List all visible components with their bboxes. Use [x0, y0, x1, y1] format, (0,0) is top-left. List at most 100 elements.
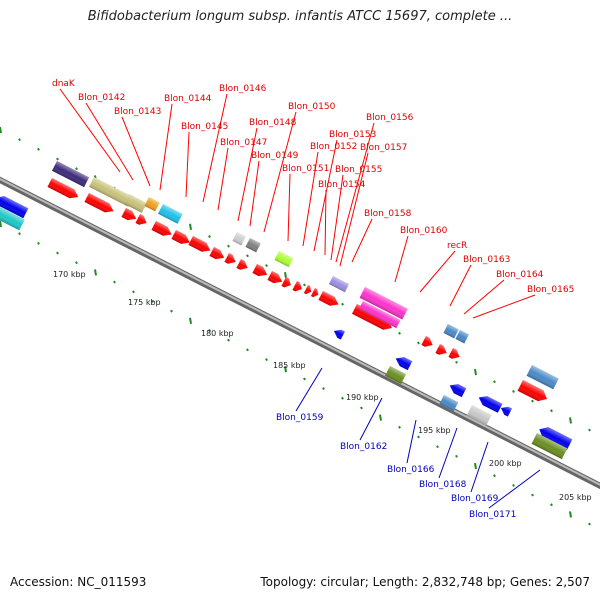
leader-line [335, 122, 375, 263]
gene-feature-block [531, 433, 568, 460]
genome-summary-text: Topology: circular; Length: 2,832,748 bp… [260, 575, 590, 589]
reverse-gene-arrow [500, 406, 512, 417]
reverse-gene-label[interactable]: Blon_0171 [469, 510, 516, 520]
forward-gene-label[interactable]: dnaK [52, 79, 76, 89]
forward-gene-label[interactable]: Blon_0142 [78, 93, 125, 103]
forward-gene-label[interactable]: Blon_0156 [366, 113, 414, 123]
tick-mark [18, 232, 21, 236]
tick-mark [170, 309, 173, 313]
gene-feature-block [358, 301, 401, 329]
gene-feature-block [526, 365, 559, 390]
tick-mark [246, 254, 249, 258]
tick-mark [37, 147, 40, 151]
forward-gene-label[interactable]: Blon_0165 [527, 285, 574, 295]
tick-mark [284, 366, 287, 373]
forward-gene-arrow [435, 344, 447, 355]
forward-gene-arrow [421, 336, 433, 347]
forward-gene-label[interactable]: Blon_0164 [496, 270, 544, 280]
forward-gene-label[interactable]: recR [447, 241, 467, 251]
tick-mark [455, 360, 458, 364]
forward-gene-label[interactable]: Blon_0145 [181, 122, 228, 132]
forward-gene-label[interactable]: Blon_0151 [282, 164, 329, 174]
forward-gene-label[interactable]: Blon_0153 [329, 130, 376, 140]
forward-gene-label[interactable]: Blon_0158 [364, 209, 412, 219]
reverse-gene-label[interactable]: Blon_0166 [387, 465, 435, 475]
gene-feature-block [158, 204, 183, 224]
reverse-gene-label[interactable]: Blon_0169 [451, 494, 499, 504]
map-title: Bifidobacterium longum subsp. infantis A… [87, 9, 513, 24]
tick-mark [246, 348, 249, 352]
tick-mark [360, 406, 363, 410]
leader-line [202, 93, 228, 203]
forward-gene-label[interactable]: Blon_0152 [310, 142, 357, 152]
forward-gene-label[interactable]: Blon_0144 [164, 94, 212, 104]
forward-gene-arrow [171, 230, 190, 244]
forward-gene-arrow [292, 281, 302, 292]
gene-feature-block [232, 232, 246, 246]
leader-line [121, 116, 151, 187]
leader-line [472, 294, 536, 319]
gene-feature-block [385, 366, 407, 384]
label-leader-lines [59, 88, 541, 509]
forward-gene-label[interactable]: Blon_0143 [114, 107, 161, 117]
tick-mark [569, 511, 572, 518]
leader-line [237, 127, 258, 222]
tick-mark [265, 358, 268, 361]
tick-mark [303, 283, 306, 287]
leader-line [324, 189, 327, 256]
leader-line [488, 469, 541, 509]
reverse-gene-label[interactable]: Blon_0162 [340, 442, 387, 452]
scale-label: 190 kbp [346, 393, 379, 402]
leader-line [449, 264, 472, 307]
scale-label: 180 kbp [201, 329, 234, 338]
leader-line [59, 88, 121, 173]
leader-line [406, 419, 417, 464]
forward-gene-label[interactable]: Blon_0155 [335, 165, 382, 175]
forward-gene-arrow [188, 236, 211, 252]
tick-mark [493, 474, 496, 478]
tick-mark [322, 387, 325, 391]
gene-feature-block [359, 287, 408, 320]
forward-gene-label[interactable]: Blon_0154 [318, 180, 366, 190]
gene-feature-block [455, 330, 469, 344]
leader-line [302, 151, 319, 247]
tick-mark [113, 280, 116, 284]
tick-mark [341, 302, 344, 306]
forward-gene-arrow [209, 247, 225, 260]
tick-mark [284, 272, 287, 279]
tick-mark [550, 503, 553, 507]
forward-gene-label[interactable]: Blon_0147 [220, 138, 267, 148]
forward-gene-arrow [281, 277, 291, 288]
tick-mark [417, 341, 420, 345]
reverse-gene-label[interactable]: Blon_0168 [419, 480, 467, 490]
forward-gene-arrow [236, 259, 248, 270]
forward-gene-label[interactable]: Blon_0148 [249, 118, 297, 128]
forward-gene-label[interactable]: Blon_0149 [251, 151, 299, 161]
leader-line [85, 102, 134, 181]
scale-label: 170 kbp [53, 270, 86, 279]
accession-text: Accession: NC_011593 [10, 575, 147, 589]
tick-mark [75, 261, 78, 265]
forward-gene-label[interactable]: Blon_0150 [288, 102, 336, 112]
leader-line [249, 160, 260, 227]
forward-gene-label[interactable]: Blon_0146 [219, 84, 267, 94]
reverse-gene-label[interactable]: Blon_0159 [276, 413, 324, 423]
tick-mark [265, 264, 268, 267]
tick-mark [37, 241, 40, 245]
reverse-gene-arrow [395, 357, 413, 371]
forward-gene-label[interactable]: Blon_0157 [360, 143, 407, 153]
forward-gene-label[interactable]: Blon_0163 [463, 255, 510, 265]
forward-gene-label[interactable]: Blon_0160 [400, 226, 448, 236]
tick-mark [550, 409, 553, 413]
forward-gene-arrow [224, 253, 236, 264]
leader-line [263, 111, 297, 233]
leader-line [463, 279, 505, 315]
tick-mark [531, 399, 534, 403]
tick-mark [0, 126, 2, 134]
tick-mark [341, 396, 344, 400]
leader-line [438, 427, 458, 479]
gene-feature-block [144, 197, 160, 212]
forward-gene-arrow [448, 348, 460, 359]
gene-feature-block [439, 395, 459, 412]
